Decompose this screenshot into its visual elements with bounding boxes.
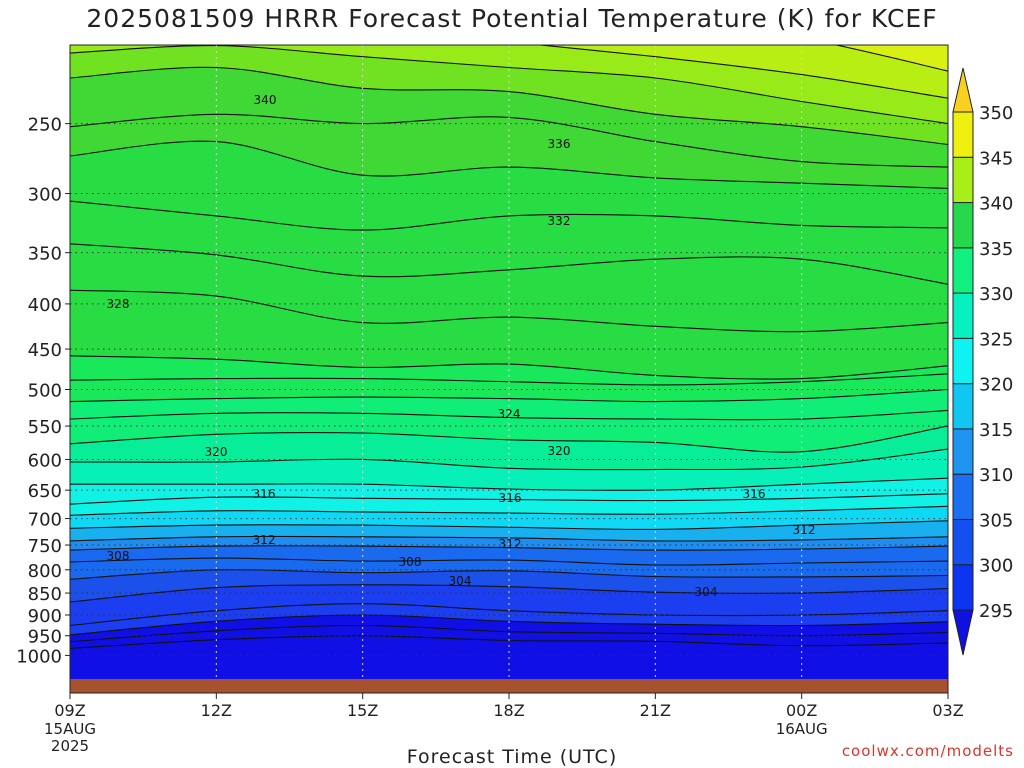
colorbar-label: 350 bbox=[979, 103, 1013, 124]
y-tick-label: 550 bbox=[28, 417, 62, 438]
contour-label: 316 bbox=[743, 487, 766, 501]
contour-label: 304 bbox=[695, 585, 718, 599]
isentrope-line bbox=[534, 45, 948, 99]
colorbar-label: 325 bbox=[979, 329, 1013, 350]
x-tick-sublabel: 16AUG bbox=[776, 720, 828, 738]
x-tick-label: 00Z bbox=[786, 701, 817, 720]
colorbar-bin bbox=[952, 292, 974, 339]
contour-label: 324 bbox=[498, 407, 521, 421]
colorbar-label: 315 bbox=[979, 420, 1013, 441]
isentrope-line bbox=[70, 569, 948, 580]
y-tick-label: 750 bbox=[28, 536, 62, 557]
x-tick-label: 03Z bbox=[932, 701, 963, 720]
colorbar-bin bbox=[952, 383, 974, 430]
contour-label: 320 bbox=[205, 445, 228, 459]
contour-label: 320 bbox=[548, 444, 571, 458]
y-tick-label: 350 bbox=[28, 244, 62, 265]
y-tick-label: 300 bbox=[28, 185, 62, 206]
y-tick-label: 700 bbox=[28, 510, 62, 531]
colorbar-bin bbox=[952, 428, 974, 475]
contour-label: 316 bbox=[253, 487, 276, 501]
isentrope-line bbox=[70, 493, 948, 505]
contour-label: 316 bbox=[499, 491, 522, 505]
colorbar-label: 345 bbox=[979, 148, 1013, 169]
isentrope-line bbox=[70, 66, 948, 146]
colorbar-label: 300 bbox=[979, 556, 1013, 577]
contour-label: 308 bbox=[107, 549, 130, 563]
contour-label: 312 bbox=[499, 537, 522, 551]
contour-label: 336 bbox=[548, 137, 571, 151]
chart-title: 2025081509 HRRR Forecast Potential Tempe… bbox=[86, 4, 938, 33]
colorbar-bin bbox=[952, 337, 974, 385]
contour-label: 328 bbox=[107, 297, 130, 311]
credit-text: coolwx.com/modelts bbox=[841, 742, 1014, 760]
y-tick-label: 1000 bbox=[16, 646, 62, 667]
isentrope-line bbox=[70, 425, 948, 453]
x-axis-title: Forecast Time (UTC) bbox=[406, 746, 618, 768]
colorbar-bin bbox=[952, 156, 974, 204]
contour-label: 304 bbox=[449, 574, 472, 588]
fill-band bbox=[65, 0, 953, 30]
x-tick-sublabel: 2025 bbox=[51, 737, 89, 755]
colorbar: 295 300 305 310 315 320 325 330 335 340 345 350 bbox=[952, 67, 1013, 656]
y-tick-label: 800 bbox=[28, 561, 62, 582]
x-tick-sublabel: 15AUG bbox=[44, 720, 96, 738]
contour-label: 312 bbox=[253, 533, 276, 547]
isentrope-line bbox=[70, 388, 948, 403]
contour-label: 340 bbox=[254, 93, 277, 107]
colorbar-bin bbox=[952, 247, 974, 294]
contour-label: 332 bbox=[548, 214, 571, 228]
y-tick-label: 950 bbox=[28, 627, 62, 648]
x-tick-label: 09Z bbox=[54, 701, 85, 720]
x-tick-label: 12Z bbox=[201, 701, 232, 720]
y-axis: 2503003504004505005506006507007508008509… bbox=[16, 115, 70, 667]
colorbar-label: 295 bbox=[979, 601, 1013, 622]
y-tick-label: 900 bbox=[28, 606, 62, 627]
x-tick-label: 18Z bbox=[493, 701, 524, 720]
y-tick-label: 250 bbox=[28, 115, 62, 136]
plot-grid bbox=[70, 45, 948, 679]
isentrope-line bbox=[70, 289, 948, 333]
colorbar-label: 340 bbox=[979, 194, 1013, 215]
x-tick-label: 15Z bbox=[347, 701, 378, 720]
y-tick-label: 500 bbox=[28, 381, 62, 402]
y-tick-label: 400 bbox=[28, 295, 62, 316]
colorbar-bin bbox=[952, 564, 974, 611]
colorbar-min-triangle bbox=[952, 609, 974, 656]
colorbar-label: 335 bbox=[979, 239, 1013, 260]
colorbar-bin bbox=[952, 518, 974, 566]
ground-surface bbox=[70, 679, 948, 693]
colorbar-label: 310 bbox=[979, 465, 1013, 486]
colorbar-label: 330 bbox=[979, 284, 1013, 305]
y-tick-label: 450 bbox=[28, 340, 62, 361]
y-tick-label: 850 bbox=[28, 584, 62, 605]
isentrope-line bbox=[70, 0, 948, 30]
colorbar-bin bbox=[952, 111, 974, 158]
isentrope-line bbox=[70, 243, 948, 285]
y-tick-label: 650 bbox=[28, 481, 62, 502]
fill-band bbox=[836, 45, 948, 72]
colorbar-max-triangle bbox=[952, 67, 974, 113]
colorbar-label: 320 bbox=[979, 375, 1013, 396]
x-tick-label: 21Z bbox=[640, 701, 671, 720]
colorbar-bin bbox=[952, 202, 974, 249]
colorbar-label: 305 bbox=[979, 510, 1013, 531]
colorbar-bin bbox=[952, 473, 974, 520]
contour-label: 308 bbox=[399, 555, 422, 569]
contour-label: 312 bbox=[793, 523, 816, 537]
contour-labels: 340 336 332 328 324 320 320 316 316 316 312 312 312 3… bbox=[107, 93, 816, 599]
fill-band bbox=[540, 45, 948, 99]
y-tick-label: 600 bbox=[28, 450, 62, 471]
